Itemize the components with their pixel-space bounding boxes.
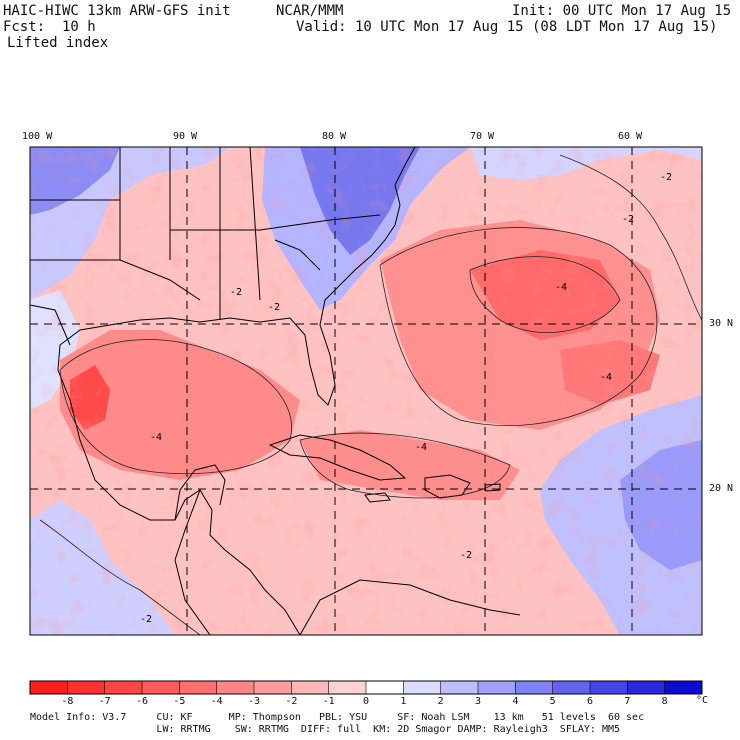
colorbar-segment	[104, 681, 143, 694]
colorbar-tick-label: -8	[61, 696, 74, 707]
model-info-line1: Model Info: V3.7 CU: KF MP: Thompson PBL…	[30, 712, 645, 723]
contour-label: -4	[415, 442, 427, 453]
colorbar-segment	[328, 681, 367, 694]
colorbar-segment	[291, 681, 330, 694]
lon-label-80w: 80 W	[322, 131, 347, 142]
model-info-line2: LW: RRTMG SW: RRTMG DIFF: full KM: 2D Sm…	[30, 724, 621, 735]
contour-label: -2	[230, 287, 242, 298]
colorbar-segment	[254, 681, 292, 694]
island-jamaica	[364, 492, 391, 503]
colorbar-tick-label: 0	[363, 696, 370, 707]
init-time: Init: 00 UTC Mon 17 Aug 15	[512, 3, 732, 19]
contour-line	[39, 519, 201, 635]
model-title: HAIC-HIWC 13km ARW-GFS init	[3, 3, 231, 19]
contour-label: -2	[460, 550, 472, 561]
forecast-hour: Fcst: 10 h	[3, 19, 96, 35]
contour-line	[59, 339, 292, 475]
contour-line	[559, 154, 702, 321]
colorbar-segment	[664, 681, 703, 694]
colorbar-segment	[515, 681, 554, 694]
colorbar-tick-label: -5	[173, 696, 186, 707]
colorbar-segment	[552, 681, 591, 694]
lon-label-100w: 100 W	[22, 131, 53, 142]
coastline-mexico	[57, 344, 301, 635]
contour-label: -4	[150, 432, 162, 443]
contour-line	[379, 227, 658, 426]
state-borders	[30, 147, 381, 320]
colorbar-tick-label: 4	[512, 696, 519, 707]
colorbar-tick-label: -6	[136, 696, 149, 707]
contour-label: -2	[660, 172, 672, 183]
colorbar-tick-label: 6	[587, 696, 594, 707]
colorbar-tick-label: 7	[624, 696, 631, 707]
org-label: NCAR/MMM	[276, 3, 344, 19]
contour-label: -2	[622, 214, 634, 225]
contour-label: -2	[140, 614, 152, 625]
contour-line	[469, 256, 621, 333]
colorbar-segment	[478, 681, 516, 694]
valid-time: Valid: 10 UTC Mon 17 Aug 15 (08 LDT Mon …	[296, 19, 718, 35]
colorbar-tick-label: -3	[248, 696, 261, 707]
map-frame	[29, 146, 703, 636]
coastline-south-america	[299, 579, 521, 635]
colorbar-tick-label: -1	[322, 696, 335, 707]
colorbar-segment	[590, 681, 628, 694]
coastline-yucatan	[174, 464, 226, 521]
lat-label-20n: 20 N	[709, 483, 734, 494]
lat-label-30n: 30 N	[709, 318, 734, 329]
colorbar-unit: °C	[696, 695, 709, 706]
coastline-gulf	[59, 147, 416, 406]
lon-label-70w: 70 W	[470, 131, 495, 142]
colorbar-tick-label: 3	[475, 696, 482, 707]
contour-label: -4	[555, 282, 567, 293]
contour-label: -2	[268, 302, 280, 313]
colorbar-segment	[440, 681, 479, 694]
colorbar-tick-label: -7	[98, 696, 111, 707]
colorbar-segment	[179, 681, 218, 694]
colorbar-segment	[403, 681, 442, 694]
colorbar-segment	[216, 681, 255, 694]
lon-label-90w: 90 W	[173, 131, 198, 142]
colorbar-tick-label: -4	[210, 696, 223, 707]
colorbar-segment	[30, 681, 68, 694]
colorbar-tick-label: 2	[437, 696, 444, 707]
colorbar-segment	[67, 681, 106, 694]
border-central-america	[174, 489, 211, 635]
colorbar-tick-label: 1	[400, 696, 407, 707]
contour-label: -4	[600, 372, 612, 383]
colorbar-tick-label: -2	[285, 696, 298, 707]
colorbar-segment	[366, 681, 404, 694]
border-us-mexico	[30, 304, 71, 346]
colorbar-segment	[142, 681, 180, 694]
island-cuba	[268, 434, 407, 481]
colorbar-tick-label: 5	[549, 696, 556, 707]
lon-label-60w: 60 W	[618, 131, 643, 142]
colorbar	[29, 680, 703, 695]
contour-line	[299, 432, 511, 499]
colorbar-tick-label: 8	[661, 696, 668, 707]
colorbar-segment	[627, 681, 666, 694]
field-name: Lifted index	[7, 35, 109, 51]
